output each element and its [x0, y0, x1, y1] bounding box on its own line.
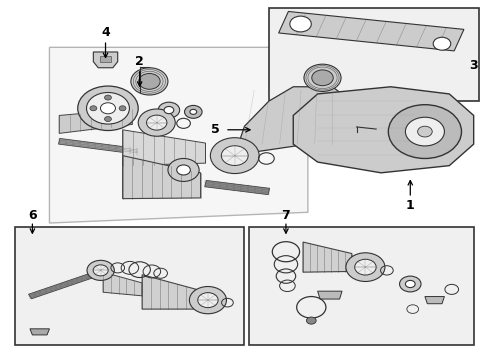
Text: 6: 6	[28, 210, 37, 222]
Polygon shape	[278, 12, 463, 51]
Circle shape	[87, 260, 114, 280]
Circle shape	[399, 276, 420, 292]
FancyBboxPatch shape	[59, 139, 138, 154]
Circle shape	[387, 105, 461, 158]
Circle shape	[221, 146, 247, 166]
Polygon shape	[122, 130, 205, 166]
Circle shape	[139, 73, 160, 89]
Circle shape	[104, 117, 111, 122]
Circle shape	[90, 106, 97, 111]
Circle shape	[146, 115, 166, 130]
Circle shape	[405, 280, 414, 288]
Circle shape	[167, 158, 199, 181]
Text: 5: 5	[210, 123, 219, 136]
Circle shape	[417, 126, 431, 137]
Circle shape	[197, 293, 218, 308]
FancyBboxPatch shape	[204, 180, 269, 195]
Polygon shape	[142, 275, 203, 309]
Circle shape	[311, 70, 332, 86]
Circle shape	[131, 68, 167, 95]
Polygon shape	[30, 329, 49, 335]
Polygon shape	[317, 291, 341, 299]
Circle shape	[289, 16, 311, 32]
Polygon shape	[59, 109, 132, 134]
Circle shape	[119, 106, 126, 111]
Circle shape	[304, 64, 340, 91]
Circle shape	[86, 93, 129, 124]
Bar	[15, 226, 244, 345]
Polygon shape	[293, 87, 473, 173]
Circle shape	[210, 138, 259, 174]
Circle shape	[158, 102, 179, 118]
Polygon shape	[234, 87, 351, 155]
Text: 1: 1	[405, 199, 414, 212]
Circle shape	[104, 95, 111, 100]
Circle shape	[306, 317, 316, 324]
Polygon shape	[103, 272, 142, 296]
Polygon shape	[424, 297, 444, 304]
Polygon shape	[122, 156, 200, 199]
Circle shape	[354, 259, 375, 275]
Circle shape	[184, 105, 202, 118]
Bar	[268, 8, 478, 101]
Polygon shape	[49, 47, 307, 223]
Circle shape	[345, 253, 384, 282]
Circle shape	[405, 117, 444, 146]
Text: 7: 7	[281, 210, 290, 222]
Circle shape	[189, 287, 226, 314]
Text: 4: 4	[101, 27, 110, 40]
Circle shape	[93, 265, 108, 276]
Circle shape	[176, 165, 190, 175]
Text: 3: 3	[468, 59, 477, 72]
Text: 2: 2	[135, 55, 144, 68]
Bar	[249, 226, 473, 345]
Polygon shape	[93, 52, 118, 68]
Circle shape	[138, 109, 175, 136]
Polygon shape	[303, 242, 351, 272]
Polygon shape	[100, 56, 111, 62]
Circle shape	[432, 37, 450, 50]
Circle shape	[100, 103, 115, 114]
FancyBboxPatch shape	[28, 271, 100, 299]
Circle shape	[163, 107, 173, 114]
Circle shape	[78, 86, 138, 131]
Circle shape	[189, 109, 196, 114]
